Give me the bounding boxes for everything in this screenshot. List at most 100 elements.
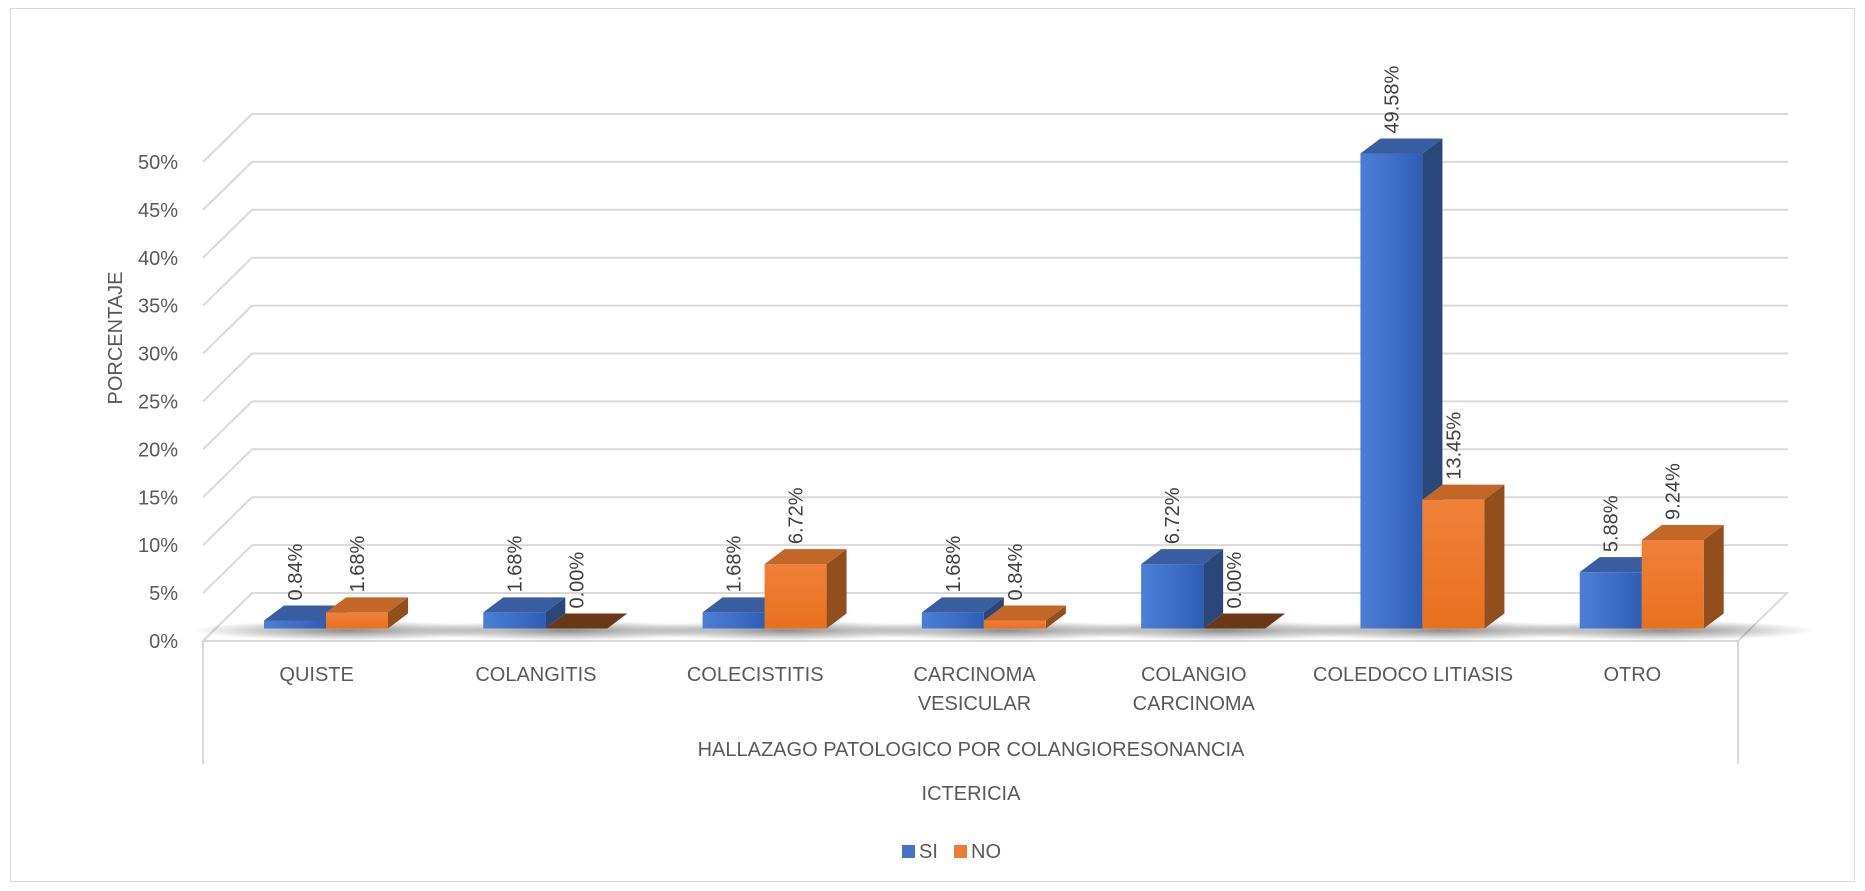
bar-no-0 <box>326 597 408 629</box>
data-label-si: 49.58% <box>1381 65 1403 133</box>
legend-label-no: NO <box>971 841 1001 863</box>
data-labels: 0.84% 1.68% 1.68% 0.00% 1.68% 6.72% 1.68% 0.84%… <box>285 65 1685 608</box>
bar-top <box>545 613 628 629</box>
data-label-si: 0.84% <box>285 544 307 601</box>
bar-front <box>1360 153 1423 629</box>
bar-no-4 <box>1203 613 1286 629</box>
y-tick-label: 35% <box>138 296 178 318</box>
bar-top <box>702 597 785 613</box>
y-tick-label: 20% <box>138 439 178 461</box>
bar-top <box>326 597 408 613</box>
gridline-diag <box>202 161 253 211</box>
bar-si-4 <box>1141 549 1224 629</box>
bar-side <box>1484 484 1505 629</box>
bar-si-1 <box>483 597 566 629</box>
category-label: QUISTE <box>279 664 353 686</box>
bar-si-3 <box>921 597 1004 629</box>
bar-front <box>1579 572 1642 629</box>
data-label-no: 0.00% <box>566 552 588 609</box>
category-label: CARCINOMA <box>913 664 1036 686</box>
y-tick-label: 10% <box>138 535 178 557</box>
bar-front <box>764 564 827 629</box>
bar-front <box>264 620 326 629</box>
data-label-no: 0.84% <box>1005 544 1027 601</box>
y-tick-label: 50% <box>138 152 178 174</box>
bar-front <box>1141 564 1204 629</box>
x-axis-title: HALLAZAGO PATOLOGICO POR COLANGIORESONAN… <box>698 739 1245 761</box>
bar-front <box>702 612 765 629</box>
y-tick-label: 15% <box>138 487 178 509</box>
gridline-diag <box>202 448 253 499</box>
grid-layer <box>200 113 1790 764</box>
y-axis-ticks: 0% 5% 10% 15% 20% 25% 30% 35% 40% 45% 50% <box>138 152 178 653</box>
y-tick-label: 25% <box>138 392 178 414</box>
category-label: VESICULAR <box>918 693 1031 715</box>
bar-top <box>483 597 566 613</box>
y-tick-label: 45% <box>138 200 178 222</box>
x-axis-group-title: ICTERICIA <box>922 783 1022 805</box>
bar-no-6 <box>1641 524 1724 629</box>
bar-top <box>764 549 847 565</box>
y-tick-label: 30% <box>138 344 178 366</box>
x-axis-categories: QUISTE COLANGITIS COLECISTITIS CARCINOMA VES… <box>279 664 1661 715</box>
bar-top <box>264 605 346 621</box>
bar-top <box>1422 484 1505 500</box>
gridline-diag <box>202 256 253 307</box>
gridline-diag <box>202 304 253 355</box>
bar-side <box>826 549 847 629</box>
legend: SI NO <box>902 841 1001 863</box>
category-label: OTRO <box>1603 664 1661 686</box>
bar-top <box>1641 524 1724 540</box>
bar-side <box>1203 549 1224 629</box>
category-label: COLECISTITIS <box>687 664 824 686</box>
gridline-diag <box>202 352 253 403</box>
gridline-diag <box>202 400 253 451</box>
bar-side <box>388 597 408 629</box>
bar-si-5 <box>1360 138 1443 629</box>
data-label-si: 6.72% <box>1162 487 1184 544</box>
gridline-diag <box>202 113 253 163</box>
data-label-no: 1.68% <box>347 535 369 592</box>
bar-no-1 <box>545 613 628 629</box>
data-label-no: 6.72% <box>786 487 808 544</box>
category-label: COLANGITIS <box>475 664 596 686</box>
data-label-si: 1.68% <box>504 535 526 592</box>
legend-swatch-no <box>954 845 967 858</box>
gridline-diag <box>202 496 253 546</box>
bar-no-2 <box>764 549 847 629</box>
category-label: COLANGIO <box>1141 664 1247 686</box>
bar-top <box>1141 549 1224 565</box>
bar-front <box>483 612 546 629</box>
y-axis-title: PORCENTAJE <box>105 272 127 405</box>
bar-front <box>1422 499 1485 629</box>
bars <box>264 138 1724 629</box>
floor <box>200 592 1790 642</box>
bar-top <box>1579 557 1662 573</box>
bar-side <box>545 597 566 629</box>
legend-label-si: SI <box>919 841 938 863</box>
category-label: CARCINOMA <box>1133 693 1256 715</box>
y-tick-label: 5% <box>149 583 178 605</box>
y-tick-label: 40% <box>138 248 178 270</box>
bar-front <box>326 612 388 629</box>
gridline-diag <box>202 209 253 259</box>
bar-top <box>983 605 1066 621</box>
data-label-no: 9.24% <box>1663 463 1685 520</box>
bar-no-5 <box>1422 484 1505 629</box>
data-label-no: 13.45% <box>1443 412 1465 480</box>
bar-front <box>921 612 984 629</box>
bar-side <box>1045 605 1066 629</box>
data-label-si: 1.68% <box>943 535 965 592</box>
gridline-diag <box>202 544 253 594</box>
data-label-si: 5.88% <box>1601 495 1623 552</box>
category-label: COLEDOCO LITIASIS <box>1313 664 1513 686</box>
bar-top <box>1360 138 1443 154</box>
data-label-si: 1.68% <box>724 535 746 592</box>
bar-top <box>921 597 1004 613</box>
legend-swatch-si <box>902 845 915 858</box>
y-tick-label: 0% <box>149 631 178 653</box>
bar-front <box>983 620 1046 629</box>
bar-front <box>1641 539 1704 629</box>
data-label-no: 0.00% <box>1224 552 1246 609</box>
